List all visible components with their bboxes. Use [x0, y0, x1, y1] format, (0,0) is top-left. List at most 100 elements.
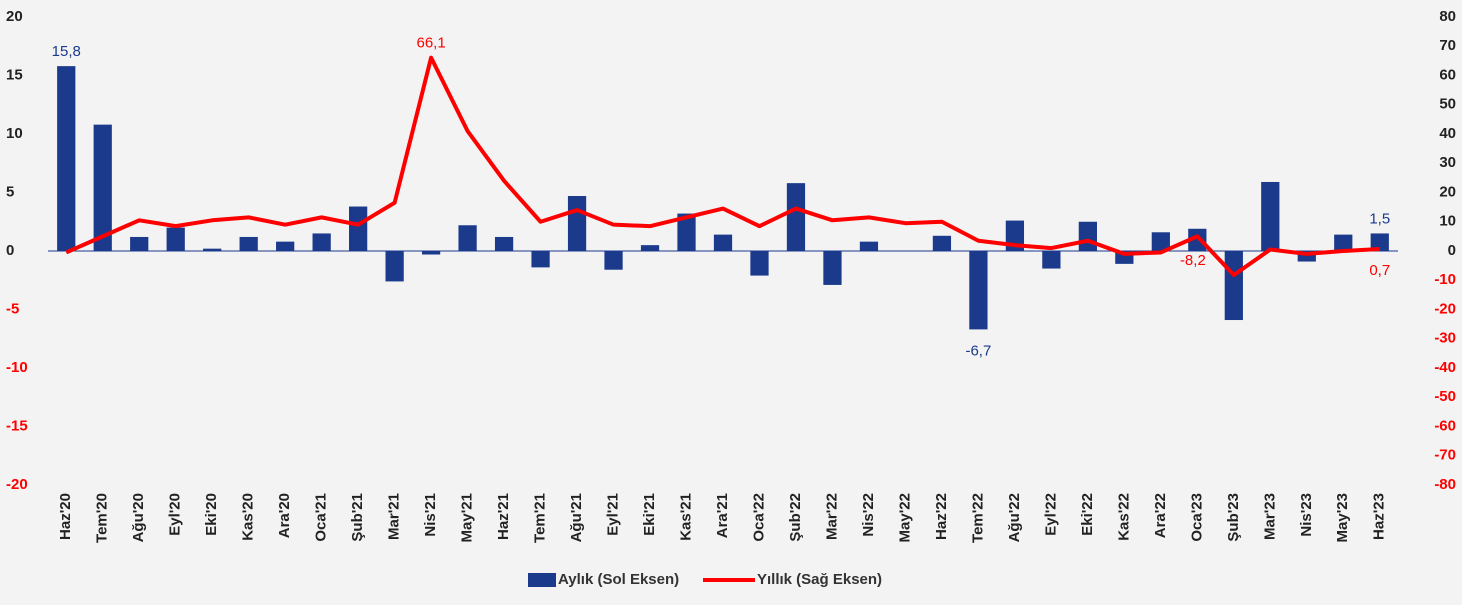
- bar: [1224, 251, 1243, 321]
- y2-tick-label: 50: [1439, 96, 1456, 113]
- y2-tick-label: 20: [1439, 183, 1456, 200]
- x-tick-label: Eki'20: [203, 493, 220, 536]
- x-tick-label: Oca'23: [1188, 493, 1205, 542]
- x-tick-label: Eki'21: [641, 493, 658, 536]
- x-tick-label: Haz'20: [57, 493, 74, 540]
- y2-tick-label: -50: [1434, 388, 1456, 405]
- x-tick-label: Haz'23: [1371, 493, 1388, 540]
- bar: [458, 225, 477, 251]
- bar: [750, 251, 769, 276]
- y2-tick-label: -40: [1434, 359, 1456, 376]
- bar: [859, 241, 879, 251]
- x-tick-label: Ara'20: [276, 493, 293, 538]
- y2-tick-label: 80: [1439, 8, 1456, 25]
- y2-tick-label: -20: [1434, 300, 1456, 317]
- x-tick-label: Mar'23: [1261, 493, 1278, 540]
- x-tick-label: Mar'22: [823, 493, 840, 540]
- bar: [677, 213, 696, 251]
- y-tick-label: -20: [6, 476, 28, 493]
- bar: [567, 196, 587, 251]
- bar: [1188, 228, 1207, 251]
- x-tick-label: Haz'22: [933, 493, 950, 540]
- bar: [494, 236, 514, 251]
- x-tick-label: Haz'21: [495, 493, 512, 540]
- bar: [1078, 221, 1097, 251]
- bar: [604, 251, 623, 270]
- x-tick-label: Nis'23: [1298, 493, 1315, 537]
- bar: [1042, 251, 1061, 269]
- bar: [640, 245, 660, 251]
- bar: [349, 206, 368, 251]
- y2-tick-label: 30: [1439, 154, 1456, 171]
- y2-tick-label: -70: [1434, 447, 1456, 464]
- legend-swatch: [528, 573, 556, 587]
- x-tick-label: Ara'22: [1152, 493, 1169, 538]
- bar: [1151, 232, 1170, 251]
- bar: [713, 234, 733, 251]
- line: [65, 55, 1380, 277]
- x-tick-label: Kas'22: [1115, 493, 1132, 541]
- data-label: -6,7: [965, 342, 991, 359]
- y2-tick-label: -60: [1434, 417, 1456, 434]
- x-tick-label: Ağu'20: [130, 493, 147, 542]
- bar: [57, 66, 76, 251]
- y2-tick-label: 60: [1439, 66, 1456, 83]
- x-tick-label: Eki'22: [1079, 493, 1096, 536]
- y-tick-label: 5: [6, 183, 14, 200]
- y-tick-label: -10: [6, 359, 28, 376]
- bar: [421, 251, 441, 255]
- x-tick-label: Tem'22: [969, 493, 986, 543]
- x-tick-label: Şub'23: [1225, 493, 1242, 542]
- y2-tick-label: -30: [1434, 330, 1456, 347]
- x-tick-label: Ağu'22: [1006, 493, 1023, 542]
- bar: [932, 235, 952, 251]
- bar: [312, 233, 331, 251]
- x-tick-label: Nis'22: [860, 493, 877, 537]
- y-tick-label: -15: [6, 417, 28, 434]
- x-tick-label: Kas'21: [677, 493, 694, 541]
- y-tick-label: 20: [6, 8, 23, 25]
- bar: [239, 236, 258, 251]
- x-tick-label: Kas'20: [240, 493, 257, 541]
- x-tick-label: Eyl'22: [1042, 493, 1059, 536]
- data-label: 15,8: [52, 43, 81, 60]
- bar: [823, 251, 842, 285]
- y-tick-label: 15: [6, 66, 23, 83]
- bar: [203, 248, 222, 251]
- bar: [1261, 181, 1280, 251]
- y-tick-label: -5: [6, 300, 19, 317]
- x-tick-label: Tem'21: [532, 493, 549, 543]
- y2-tick-label: -10: [1434, 271, 1456, 288]
- y-tick-label: 10: [6, 125, 23, 142]
- data-label: 1,5: [1369, 210, 1390, 227]
- x-tick-label: Şub'21: [349, 493, 366, 542]
- data-label: 0,7: [1369, 262, 1390, 279]
- y2-tick-label: 70: [1439, 37, 1456, 54]
- y2-tick-label: 0: [1448, 242, 1456, 259]
- bar: [1297, 251, 1316, 262]
- x-tick-label: Mar'21: [386, 493, 403, 540]
- bar: [276, 241, 295, 251]
- legend-label: Aylık (Sol Eksen): [558, 571, 679, 588]
- x-tick-label: Ağu'21: [568, 493, 585, 542]
- y2-tick-label: 10: [1439, 213, 1456, 230]
- x-tick-label: Tem'20: [94, 493, 111, 543]
- x-tick-label: Şub'22: [787, 493, 804, 542]
- data-label: -8,2: [1180, 252, 1206, 269]
- x-tick-label: May'21: [459, 493, 476, 542]
- y2-tick-label: -80: [1434, 476, 1456, 493]
- bar: [385, 251, 404, 282]
- bar: [1334, 234, 1353, 251]
- legend-label: Yıllık (Sağ Eksen): [757, 571, 882, 588]
- y-tick-label: 0: [6, 242, 14, 259]
- x-tick-label: May'22: [896, 493, 913, 542]
- bar: [1370, 233, 1389, 251]
- x-tick-label: Eyl'21: [605, 493, 622, 536]
- bar: [531, 251, 550, 268]
- bar: [786, 183, 806, 251]
- x-tick-label: Oca'21: [313, 493, 330, 542]
- x-tick-label: Oca'22: [750, 493, 767, 542]
- x-tick-label: May'23: [1334, 493, 1351, 542]
- bar: [93, 124, 112, 251]
